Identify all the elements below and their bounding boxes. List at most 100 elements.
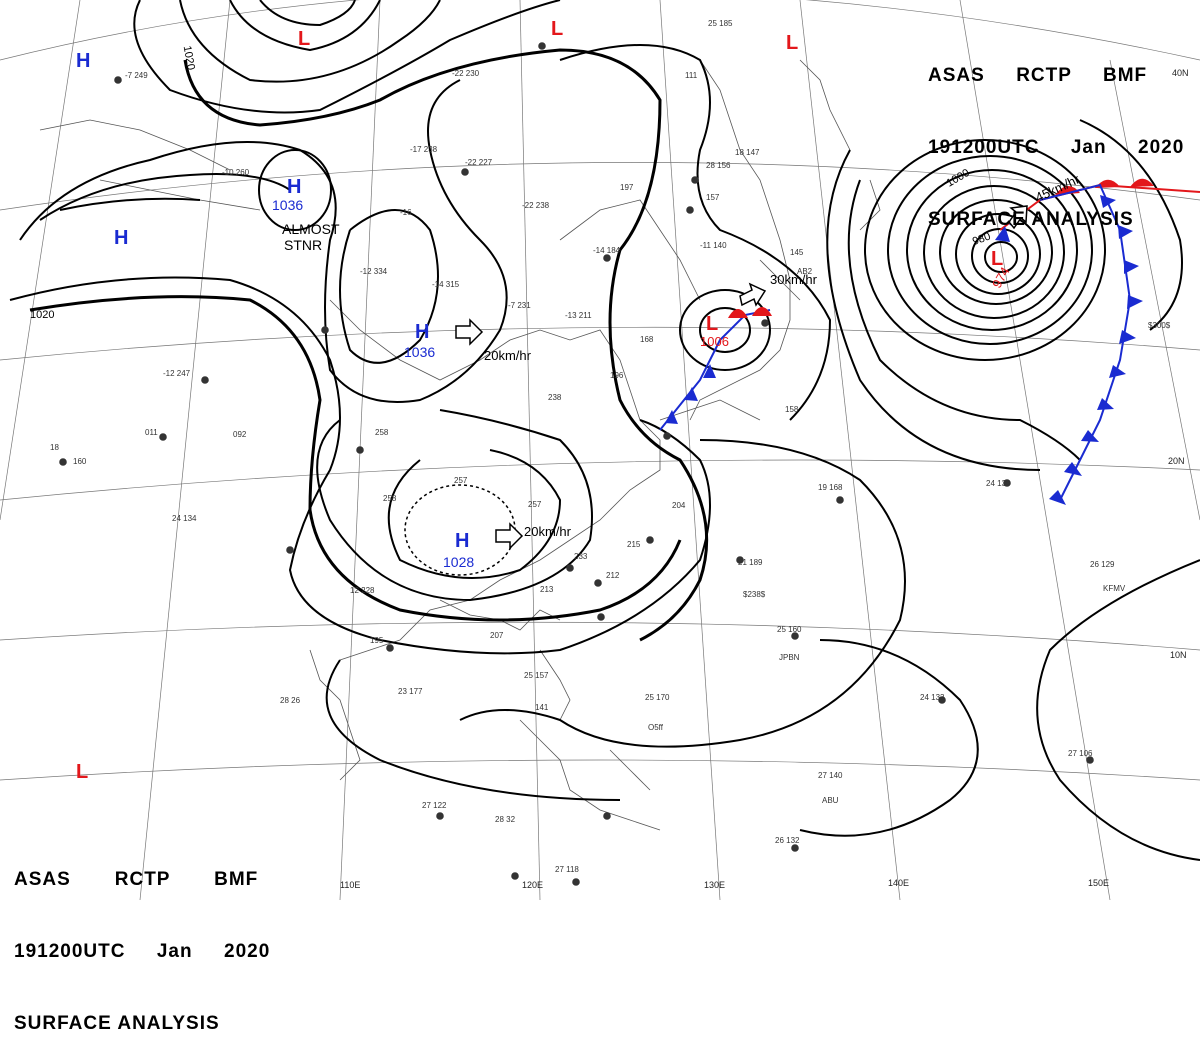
svg-text:-16: -16 xyxy=(400,208,412,217)
svg-text:21 189: 21 189 xyxy=(738,558,763,567)
lon-label: 150E xyxy=(1088,878,1109,888)
svg-text:141: 141 xyxy=(535,703,549,712)
svg-text:168: 168 xyxy=(640,335,654,344)
title-block-top: ASAS RCTP BMF 191200UTC Jan 2020 SURFACE… xyxy=(928,16,1184,256)
svg-text:258: 258 xyxy=(383,494,397,503)
svg-text:207: 207 xyxy=(490,631,504,640)
low-center-top2: L xyxy=(551,18,563,40)
motion-label-1006: 30km/hr xyxy=(770,272,818,287)
coastlines xyxy=(39,59,881,831)
lat-label: 20N xyxy=(1168,456,1185,466)
motion-arrow-icon xyxy=(455,318,484,346)
station-o5ff: O5ff xyxy=(648,723,664,732)
station-300: $300$ xyxy=(1148,321,1171,330)
station-jpbn: JPBN xyxy=(779,653,800,662)
svg-text:092: 092 xyxy=(233,430,247,439)
svg-text:25 160: 25 160 xyxy=(777,625,802,634)
svg-text:233: 233 xyxy=(574,552,588,561)
low-value-1006: 1006 xyxy=(700,334,729,349)
title-line3: SURFACE ANALYSIS xyxy=(928,209,1134,230)
lon-label: 130E xyxy=(704,880,725,890)
lat-label: 10N xyxy=(1170,650,1187,660)
isobar-label-980: 980 xyxy=(971,230,992,248)
svg-text:215: 215 xyxy=(627,540,641,549)
motion-arrows xyxy=(455,205,1028,550)
svg-text:-14 184: -14 184 xyxy=(593,246,621,255)
high-value-1036a: 1036 xyxy=(272,197,303,213)
svg-text:-10 260: -10 260 xyxy=(222,168,250,177)
svg-text:27 118: 27 118 xyxy=(555,865,579,874)
almost-stnr-label: ALMOST STNR xyxy=(282,221,340,253)
lat-label: 40N xyxy=(1172,68,1189,78)
svg-text:27 106: 27 106 xyxy=(1068,749,1093,758)
motion-label-1028: 20km/hr xyxy=(524,524,572,539)
title-block-bottom: ASAS RCTP BMF 191200UTC Jan 2020 SURFACE… xyxy=(14,820,270,1060)
lon-label: 110E xyxy=(340,880,360,890)
lon-label: 120E xyxy=(522,880,543,890)
title-line3: SURFACE ANALYSIS xyxy=(14,1013,220,1034)
svg-text:ALMOST: ALMOST xyxy=(282,221,340,237)
motion-label-1036: 20km/hr xyxy=(484,348,532,363)
svg-text:25 170: 25 170 xyxy=(645,693,670,702)
svg-text:213: 213 xyxy=(540,585,554,594)
svg-text:28 26: 28 26 xyxy=(280,696,301,705)
title-line2: 191200UTC Jan 2020 xyxy=(928,137,1185,158)
svg-text:111: 111 xyxy=(685,71,698,80)
svg-text:-12 334: -12 334 xyxy=(360,267,388,276)
longitude-labels: 110E 120E 130E 140E 150E xyxy=(340,878,1109,890)
svg-text:-22 230: -22 230 xyxy=(452,69,480,78)
station-numbers: -7 249 -22 230 -17 238 -22 227 -22 238 -… xyxy=(50,19,1115,874)
motion-arrow-icon xyxy=(739,282,767,307)
latitude-labels: 40N 20N 10N xyxy=(1168,68,1189,660)
title-line2: 191200UTC Jan 2020 xyxy=(14,941,271,962)
high-value-1036b: 1036 xyxy=(404,344,435,360)
high-center-1036b: H xyxy=(415,321,429,343)
svg-text:195: 195 xyxy=(370,636,384,645)
svg-text:-11 140: -11 140 xyxy=(700,241,727,250)
svg-text:19 168: 19 168 xyxy=(818,483,843,492)
svg-text:-22 227: -22 227 xyxy=(465,158,493,167)
pressure-centers: H H H 1036 H 1036 H 1028 L L L L 1006 L … xyxy=(76,18,1013,783)
isobar-label-1020-north: 1020 xyxy=(181,45,197,71)
svg-text:197: 197 xyxy=(620,183,634,192)
low-center-sw: L xyxy=(76,761,88,783)
svg-text:257: 257 xyxy=(454,476,468,485)
low-center-top3: L xyxy=(786,32,798,54)
isobar-labels: 1020 1020 1000 980 xyxy=(30,45,992,321)
svg-text:28 32: 28 32 xyxy=(495,815,516,824)
svg-text:18: 18 xyxy=(50,443,59,452)
svg-text:28 156: 28 156 xyxy=(706,161,731,170)
svg-text:23 177: 23 177 xyxy=(398,687,423,696)
svg-text:-17 238: -17 238 xyxy=(410,145,438,154)
isobars xyxy=(9,0,1200,861)
svg-text:-14 315: -14 315 xyxy=(432,280,460,289)
title-line1: ASAS RCTP BMF xyxy=(14,869,259,890)
lon-label: 140E xyxy=(888,878,909,888)
station-238: $238$ xyxy=(743,590,766,599)
low-center-top1: L xyxy=(298,28,310,50)
svg-text:25 185: 25 185 xyxy=(708,19,733,28)
svg-text:-7 231: -7 231 xyxy=(508,301,531,310)
svg-text:011: 011 xyxy=(145,428,158,437)
station-kfmv: KFMV xyxy=(1103,584,1126,593)
svg-text:160: 160 xyxy=(73,457,87,466)
station-abu: ABU xyxy=(822,796,839,805)
svg-text:-7 249: -7 249 xyxy=(125,71,148,80)
svg-text:238: 238 xyxy=(548,393,562,402)
svg-text:158: 158 xyxy=(785,405,799,414)
isobar-label-1020-west: 1020 xyxy=(30,309,54,321)
svg-text:212: 212 xyxy=(606,571,620,580)
svg-text:204: 204 xyxy=(672,501,686,510)
svg-text:12 228: 12 228 xyxy=(350,586,375,595)
svg-text:196: 196 xyxy=(610,371,624,380)
svg-text:25 157: 25 157 xyxy=(524,671,549,680)
svg-text:157: 157 xyxy=(706,193,720,202)
svg-text:145: 145 xyxy=(790,248,804,257)
svg-text:258: 258 xyxy=(375,428,389,437)
high-center-w: H xyxy=(114,227,128,249)
svg-text:-13 211: -13 211 xyxy=(565,311,592,320)
title-line1: ASAS RCTP BMF xyxy=(928,65,1148,86)
high-center-1036a: H xyxy=(287,176,301,198)
station-labels: KFMV JPBN ABU O5ff $238$ $300$ AB2 xyxy=(648,267,1171,805)
low-center-974: L xyxy=(991,248,1003,270)
